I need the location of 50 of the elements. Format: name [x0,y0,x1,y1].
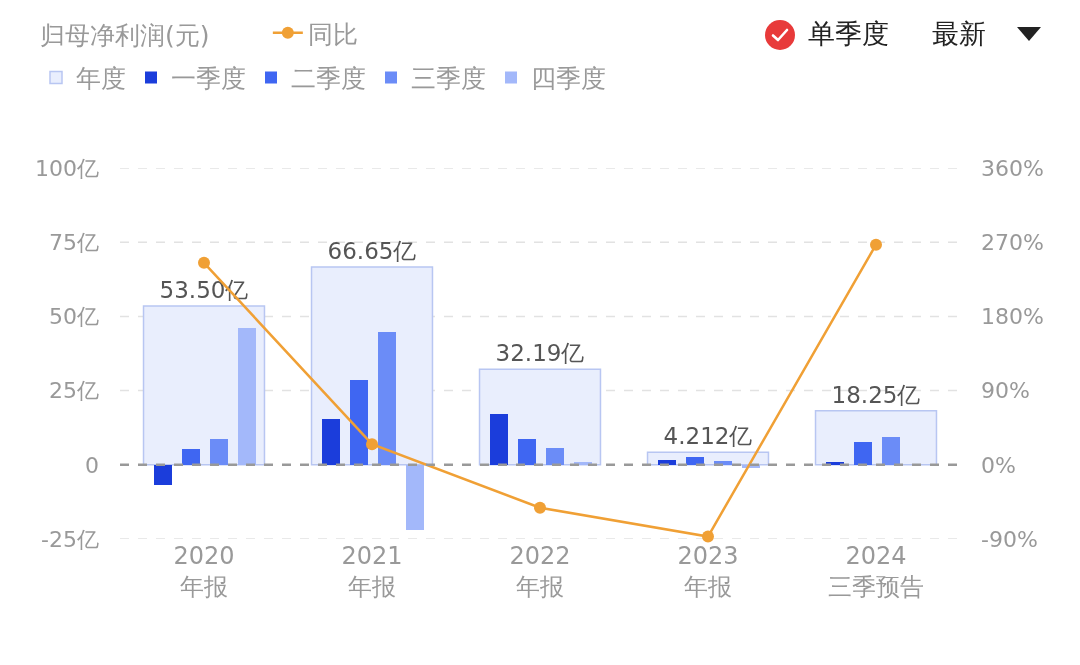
x-tick-label: 2024 三季预告 [828,542,924,602]
y2-tick-label: 90% [981,378,1030,404]
x-tick-label: 2023 年报 [677,542,739,602]
y-tick-label: 50亿 [49,304,99,330]
bar [153,464,172,485]
bar [881,436,900,465]
point [702,530,714,543]
bar [853,441,872,465]
data-label: 32.19亿 [495,340,585,367]
bar [377,332,396,465]
y2-tick-label: 180% [981,304,1044,330]
legend-label: 二季度 [291,64,366,94]
x-tick-label: 2021 年报 [341,542,403,602]
chart-title: 归母净利润(元) [40,20,210,50]
bar [545,448,564,465]
y-tick-label: 75亿 [49,229,99,255]
y-tick-label: 25亿 [49,378,99,404]
bar [405,464,424,530]
data-label: 66.65亿 [327,237,417,264]
legend-label: 同比 [307,19,358,49]
x-tick-label: 2020 年报 [173,542,235,602]
legend-label: 三季度 [411,64,486,94]
text: 单季度 [808,18,889,49]
x-tick-label: 2022 年报 [509,542,571,602]
bar [321,419,340,465]
y2-tick-label: 270% [981,229,1044,255]
y2-tick-label: -90% [981,526,1038,552]
bar [181,448,200,465]
y-tick-label: 100亿 [35,155,99,181]
text: 最新 [932,18,986,49]
point [534,501,546,514]
y2-tick-label: 0% [981,452,1016,478]
bar [237,327,256,465]
bar [489,414,508,465]
point [366,438,378,451]
point [198,256,210,269]
bar [349,380,368,465]
bar [209,438,228,465]
legend-label: 四季度 [531,64,606,94]
data-label: 18.25亿 [831,381,921,408]
y2-tick-label: 360% [981,155,1044,181]
legend-label: 年度 [76,64,126,94]
point [870,238,882,251]
legend-label: 一季度 [171,64,246,94]
data-label: 4.212亿 [663,423,753,450]
bar [657,460,676,465]
y-tick-label: 0 [85,452,99,478]
bar [517,438,536,465]
y-tick-label: -25亿 [41,526,99,552]
bar [685,457,704,465]
